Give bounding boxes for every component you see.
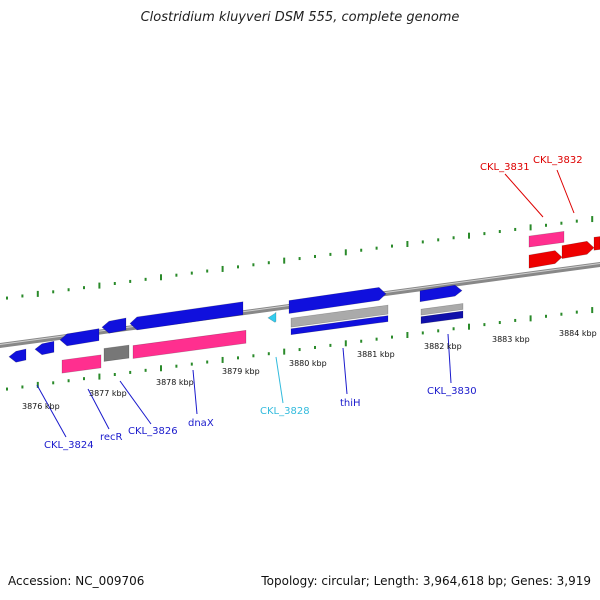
callout-line-2 bbox=[87, 388, 110, 430]
accession-text: Accession: NC_009706 bbox=[8, 574, 145, 588]
gene-recr[interactable] bbox=[34, 340, 55, 356]
lower-tick-track bbox=[6, 307, 594, 391]
callout-line-8 bbox=[504, 173, 544, 218]
gene-ckl-3830-pseudo[interactable] bbox=[420, 303, 464, 316]
scale-label: 3882 kbp bbox=[424, 342, 462, 351]
gene-ckl-3824[interactable] bbox=[8, 348, 27, 363]
gene-ckl-3830-band[interactable] bbox=[420, 310, 464, 325]
gene-label[interactable]: recR bbox=[100, 432, 123, 443]
gene-label[interactable]: dnaX bbox=[188, 418, 214, 429]
scale-labels: 3876 kbp 3877 kbp 3878 kbp 3879 kbp 3880 kbp… bbox=[22, 329, 597, 411]
genome-summary: Topology: circular; Length: 3,964,618 bp… bbox=[261, 574, 591, 588]
scale-label: 3881 kbp bbox=[357, 350, 395, 359]
callout-line-3 bbox=[119, 380, 152, 425]
gene-label[interactable]: thiH bbox=[340, 398, 361, 409]
gene-track bbox=[8, 231, 600, 374]
scale-label: 3880 kbp bbox=[289, 359, 327, 368]
gene-ckl-3828[interactable] bbox=[267, 311, 277, 323]
gene-label[interactable]: CKL_3832 bbox=[533, 155, 583, 166]
callout-line-1 bbox=[36, 384, 67, 438]
scale-label: 3879 kbp bbox=[222, 367, 260, 376]
gene-callouts bbox=[36, 169, 575, 438]
gene-ckl-3832-c[interactable] bbox=[593, 236, 600, 251]
gene-ckl-3830-cds[interactable] bbox=[419, 284, 463, 303]
gene-thih-band[interactable] bbox=[290, 315, 389, 336]
upper-tick-track bbox=[6, 216, 594, 300]
gene-dnax-rna[interactable] bbox=[132, 329, 247, 359]
gene-pseudo-a[interactable] bbox=[103, 344, 130, 362]
gene-label[interactable]: CKL_3824 bbox=[44, 440, 94, 451]
gene-label[interactable]: CKL_3828 bbox=[260, 406, 310, 417]
callout-line-7 bbox=[447, 333, 452, 384]
gene-ckl-3832-b[interactable] bbox=[561, 240, 595, 259]
gene-label[interactable]: CKL_3831 bbox=[480, 162, 530, 173]
gene-label[interactable]: CKL_3826 bbox=[128, 426, 178, 437]
gene-ckl-3826-cds[interactable] bbox=[59, 328, 100, 347]
callout-line-6 bbox=[342, 347, 348, 395]
callout-line-4 bbox=[192, 369, 198, 415]
gene-label[interactable]: CKL_3830 bbox=[427, 386, 477, 397]
scale-label: 3883 kbp bbox=[492, 335, 530, 344]
scale-label: 3876 kbp bbox=[22, 402, 60, 411]
callout-line-5 bbox=[275, 356, 284, 404]
gene-thih-pseudo[interactable] bbox=[290, 304, 389, 328]
gene-ckl-3832-a[interactable] bbox=[528, 250, 563, 269]
callout-line-9 bbox=[556, 169, 575, 214]
gene-rna-a[interactable] bbox=[61, 354, 102, 374]
gene-thih-cds[interactable] bbox=[288, 287, 387, 314]
gene-ckl-3831[interactable] bbox=[528, 231, 565, 248]
map-title: Clostridium kluyveri DSM 555, complete g… bbox=[140, 10, 460, 25]
gene-dnax-cds[interactable] bbox=[129, 301, 244, 331]
scale-label: 3884 kbp bbox=[559, 329, 597, 338]
scale-label: 3877 kbp bbox=[89, 389, 127, 398]
gene-cds-a[interactable] bbox=[101, 317, 127, 334]
gene-labels: CKL_3824 recR CKL_3826 dnaX CKL_3828 thiH CKL_… bbox=[44, 155, 583, 451]
scale-label: 3878 kbp bbox=[156, 378, 194, 387]
